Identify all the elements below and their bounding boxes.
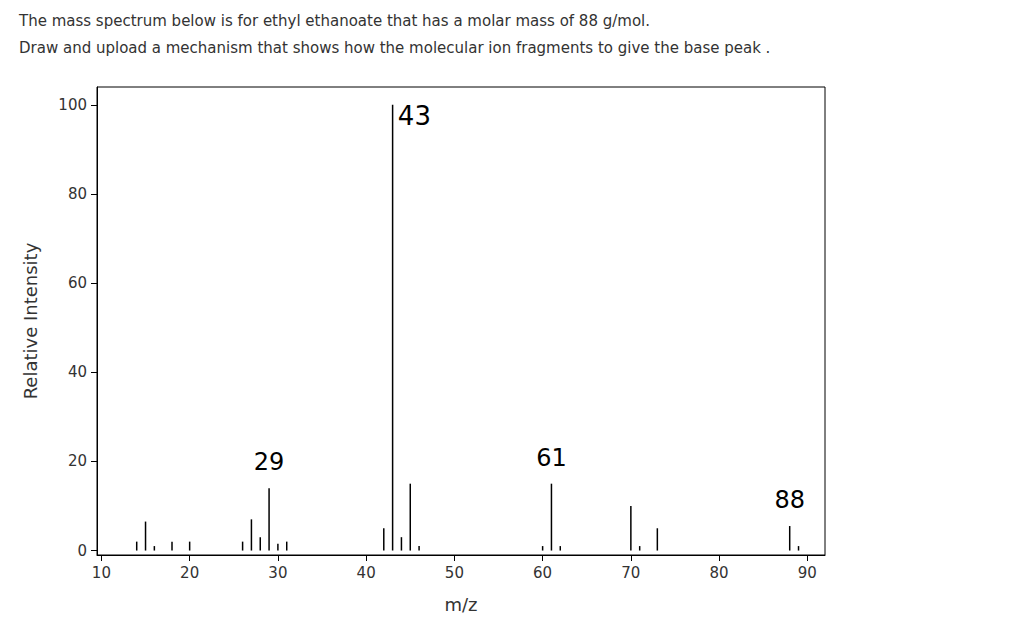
svg-text:80: 80	[68, 185, 87, 203]
svg-text:60: 60	[533, 564, 552, 582]
svg-text:40: 40	[68, 363, 87, 381]
svg-text:61: 61	[536, 444, 567, 472]
svg-text:100: 100	[58, 96, 87, 114]
svg-text:80: 80	[710, 564, 729, 582]
svg-text:0: 0	[77, 542, 87, 560]
svg-text:43: 43	[398, 101, 431, 131]
svg-text:30: 30	[268, 564, 287, 582]
svg-text:m/z: m/z	[444, 594, 477, 615]
svg-text:The mass spectrum below is for: The mass spectrum below is for ethyl eth…	[18, 12, 650, 30]
svg-text:90: 90	[798, 564, 817, 582]
svg-text:20: 20	[180, 564, 199, 582]
svg-text:70: 70	[621, 564, 640, 582]
svg-text:Relative Intensity: Relative Intensity	[20, 242, 41, 399]
svg-text:Draw and upload a mechanism th: Draw and upload a mechanism that shows h…	[19, 39, 770, 57]
svg-text:29: 29	[254, 448, 285, 476]
svg-text:60: 60	[68, 274, 87, 292]
svg-text:40: 40	[357, 564, 376, 582]
svg-text:20: 20	[68, 452, 87, 470]
svg-text:88: 88	[774, 486, 805, 514]
svg-text:50: 50	[445, 564, 464, 582]
svg-text:10: 10	[92, 564, 111, 582]
